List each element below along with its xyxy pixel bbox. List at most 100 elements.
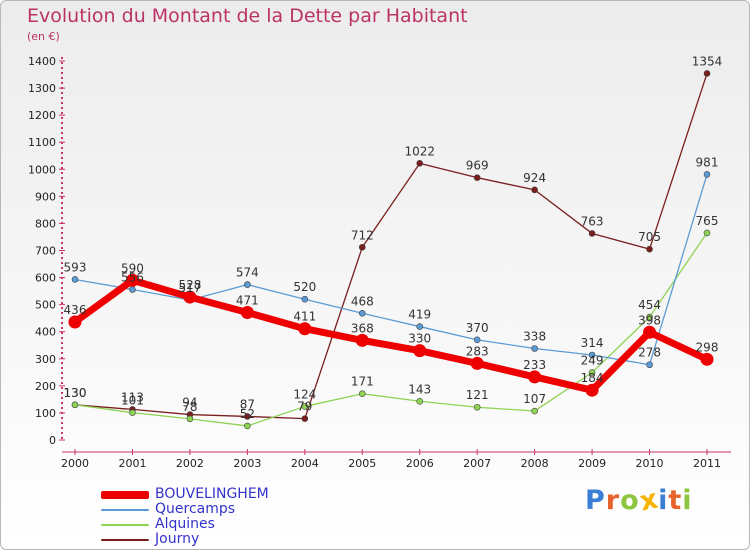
data-label-journy: 763	[581, 214, 604, 228]
data-label-bouvelinghem: 398	[638, 313, 661, 327]
data-label-quercamps: 278	[638, 346, 661, 360]
data-point-journy	[301, 415, 309, 422]
legend-label: Journy	[155, 531, 200, 547]
x-tick-label: 2003	[233, 457, 261, 470]
data-point-quercamps	[301, 295, 309, 303]
y-tick-label: 1000	[28, 163, 56, 176]
data-point-bouvelinghem	[240, 305, 254, 319]
data-label-journy: 924	[523, 171, 546, 185]
data-point-alquines	[588, 369, 596, 376]
data-point-journy	[358, 243, 366, 251]
series-line-bouvelinghem	[71, 276, 711, 394]
data-label-bouvelinghem: 283	[466, 344, 489, 358]
x-tick-label: 2011	[693, 457, 721, 470]
data-label-bouvelinghem: 471	[236, 293, 259, 307]
data-label-quercamps: 517	[178, 281, 201, 295]
data-point-quercamps	[244, 281, 251, 288]
legend-item: Journy	[101, 532, 199, 547]
x-tick-label: 2006	[406, 457, 434, 470]
data-label-bouvelinghem: 330	[408, 332, 431, 346]
y-tick-label: 700	[35, 245, 56, 258]
data-point-bouvelinghem	[125, 273, 139, 287]
legend-swatch	[101, 490, 149, 499]
data-point-quercamps	[71, 276, 79, 283]
data-point-alquines	[473, 403, 481, 411]
data-point-journy	[244, 413, 251, 420]
data-point-quercamps	[473, 336, 481, 344]
data-label-bouvelinghem: 590	[121, 261, 144, 275]
data-label-quercamps: 593	[64, 260, 87, 274]
y-tick-label: 1300	[28, 82, 56, 95]
data-point-journy	[473, 174, 481, 181]
data-label-journy: 1354	[692, 54, 723, 68]
y-tick-label: 300	[35, 353, 56, 366]
data-label-journy: 130	[64, 386, 87, 400]
data-label-quercamps: 370	[466, 321, 489, 335]
y-tick-label: 100	[35, 407, 56, 420]
data-label-alquines: 101	[121, 394, 144, 408]
data-label-alquines: 454	[638, 298, 661, 312]
data-labels: 436 590 528 471 411 368 330 283 233 184 398 298 593 5…	[64, 54, 723, 420]
data-label-quercamps: 520	[293, 280, 316, 294]
y-tick-label: 600	[35, 272, 56, 285]
y-tick-label: 500	[35, 299, 56, 312]
data-point-journy	[531, 186, 538, 194]
data-point-alquines	[301, 403, 309, 410]
data-point-journy	[416, 160, 424, 167]
data-point-quercamps	[416, 323, 424, 330]
x-tick-label: 2009	[578, 457, 606, 470]
data-label-alquines: 78	[182, 400, 197, 414]
data-label-bouvelinghem: 298	[696, 340, 719, 354]
legend-item: BOUVELINGHEM	[101, 487, 269, 502]
data-point-quercamps	[531, 345, 538, 352]
legend-item: Alquines	[101, 517, 215, 532]
data-point-alquines	[358, 390, 366, 398]
data-point-alquines	[71, 401, 79, 409]
data-point-alquines	[129, 409, 136, 416]
y-tick-label: 400	[35, 326, 56, 339]
x-tick-label: 2002	[176, 457, 204, 470]
legend-label: BOUVELINGHEM	[155, 486, 269, 502]
x-tick-label: 2005	[348, 457, 376, 470]
legend-swatch	[101, 508, 149, 511]
data-label-journy: 969	[466, 159, 489, 173]
data-point-journy	[646, 245, 653, 253]
logo-letter: o	[620, 485, 640, 516]
data-label-bouvelinghem: 233	[523, 358, 546, 372]
data-label-bouvelinghem: 411	[293, 310, 316, 324]
data-point-quercamps	[129, 286, 136, 293]
y-tick-label: 900	[35, 190, 56, 203]
data-label-journy: 705	[638, 230, 661, 244]
chart-unit: (en €)	[27, 30, 60, 43]
x-tick-label: 2008	[521, 457, 549, 470]
data-point-quercamps	[358, 310, 366, 317]
data-label-quercamps: 574	[236, 266, 259, 280]
data-label-alquines: 171	[351, 375, 374, 389]
legend-swatch	[101, 538, 149, 541]
data-point-bouvelinghem	[68, 315, 82, 329]
data-label-journy: 94	[182, 396, 197, 410]
y-tick-label: 800	[35, 217, 56, 230]
legend-item: Quercamps	[101, 502, 235, 517]
data-point-quercamps	[588, 351, 596, 359]
series-line-quercamps	[74, 173, 708, 366]
data-label-quercamps: 419	[408, 308, 431, 322]
legend-label: Alquines	[155, 516, 215, 532]
data-label-journy: 1022	[404, 144, 435, 158]
data-point-alquines	[703, 229, 711, 237]
data-point-bouvelinghem	[355, 333, 369, 347]
data-point-bouvelinghem	[643, 325, 657, 339]
legend-label: Quercamps	[155, 501, 236, 517]
data-label-alquines: 121	[466, 388, 489, 402]
data-label-alquines: 107	[523, 392, 546, 406]
proxiti-logo: Proxiti	[585, 483, 693, 517]
legend-swatch	[101, 523, 149, 526]
data-point-bouvelinghem	[528, 370, 542, 384]
data-point-journy	[703, 70, 711, 77]
data-label-journy: 113	[121, 390, 144, 404]
data-label-alquines: 249	[581, 354, 604, 368]
data-label-journy: 712	[351, 228, 374, 242]
data-point-bouvelinghem	[470, 356, 484, 370]
y-tick-label: 1200	[28, 109, 56, 122]
chart-title: Evolution du Montant de la Dette par Hab…	[27, 5, 468, 27]
